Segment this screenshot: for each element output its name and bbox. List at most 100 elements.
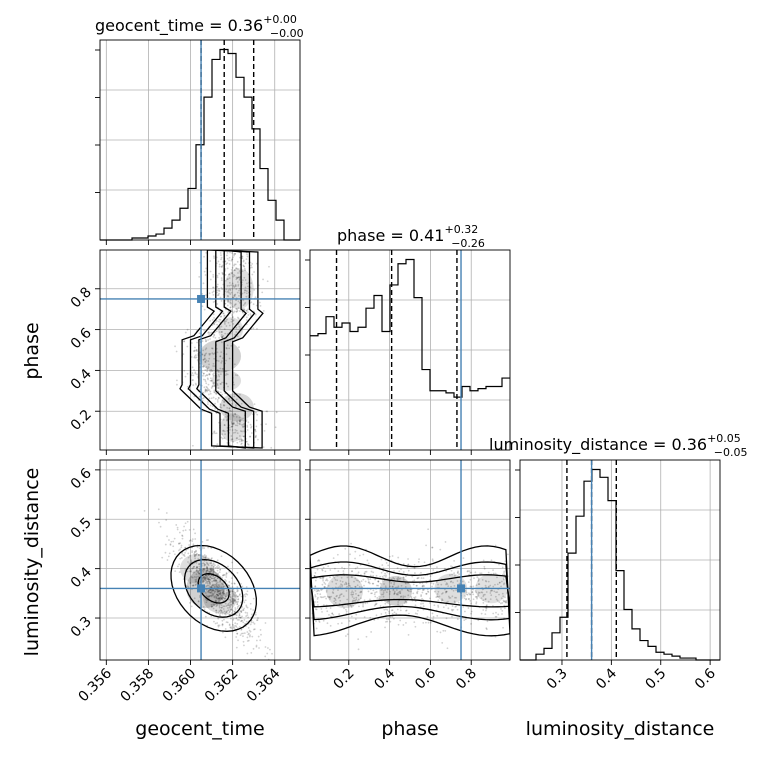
panel-phase-vs-geocent-time-point-487 (219, 367, 222, 370)
panel-luminosity-distance-vs-geocent-time-point-0 (223, 592, 225, 595)
panel-luminosity-distance-vs-phase-point-678 (391, 612, 394, 615)
panel-luminosity-distance-vs-geocent-time-point-672 (210, 569, 213, 572)
panel-luminosity-distance-vs-phase-point-614 (436, 566, 438, 569)
panel-phase-vs-geocent-time-point-394 (222, 419, 225, 421)
panel-luminosity-distance-vs-phase-point-159 (422, 584, 425, 587)
panel-luminosity-distance-vs-phase-point-387 (395, 589, 398, 591)
panel-luminosity-distance-vs-phase-point-591 (477, 593, 480, 595)
panel-luminosity-distance-vs-phase-point-780 (373, 604, 376, 607)
panel-luminosity-distance-vs-geocent-time-point-40 (213, 591, 216, 594)
panel-luminosity-distance-vs-phase-point-278 (373, 619, 376, 621)
panel-phase-vs-geocent-time-point-44 (212, 313, 215, 316)
panel-phase-vs-geocent-time-point-897 (229, 299, 232, 302)
panel-phase-vs-geocent-time-point-299 (214, 397, 217, 400)
panel-phase-vs-geocent-time-point-259 (265, 423, 267, 426)
panel-luminosity-distance-vs-geocent-time-point-343 (238, 614, 241, 617)
panel-luminosity-distance-vs-geocent-time-point-418 (248, 629, 251, 632)
panel-luminosity-distance-vs-phase-point-576 (328, 613, 330, 616)
panel-luminosity-distance-vs-geocent-time-point-701 (230, 612, 233, 614)
panel-phase-vs-geocent-time-point-464 (223, 314, 226, 317)
panel-luminosity-distance-vs-geocent-time-point-692 (251, 613, 253, 616)
panel-luminosity-distance-vs-phase-point-493 (389, 616, 392, 618)
panel-phase-vs-geocent-time-point-291 (246, 424, 249, 427)
panel-luminosity-distance-vs-phase-point-672 (449, 596, 452, 599)
panel-luminosity-distance-vs-geocent-time-point-895 (225, 573, 228, 576)
panel-phase-vs-geocent-time-point-770 (252, 327, 255, 330)
panel-luminosity-distance-vs-phase-point-262 (478, 583, 481, 586)
panel-luminosity-distance-vs-geocent-time-point-625 (209, 568, 212, 571)
panel-phase-vs-geocent-time-point-341 (237, 281, 239, 283)
panel-luminosity-distance-vs-phase-point-165 (440, 583, 443, 586)
panel-phase-vs-geocent-time-point-566 (204, 348, 207, 351)
panel-luminosity-distance-vs-geocent-time-point-318 (202, 577, 205, 579)
panel-luminosity-distance-vs-geocent-time-point-278 (204, 574, 207, 577)
panel-luminosity-distance-vs-geocent-time-point-827 (215, 610, 218, 612)
panel-luminosity-distance-vs-phase-point-358 (451, 605, 454, 607)
panel-luminosity-distance-vs-geocent-time-point-748 (244, 622, 246, 625)
panel-luminosity-distance-vs-phase-point-695 (478, 591, 481, 594)
panel-phase-vs-geocent-time-point-325 (186, 328, 189, 331)
panel-luminosity-distance-vs-geocent-time-point-794 (210, 585, 213, 588)
panel-luminosity-distance-vs-geocent-time-point-584 (207, 539, 209, 541)
panel-luminosity-distance-vs-geocent-time-point-69 (202, 576, 205, 579)
panel-luminosity-distance-vs-phase-point-854 (343, 567, 346, 570)
panel-luminosity-distance-vs-geocent-time-point-733 (212, 589, 215, 592)
panel-phase-vs-geocent-time-point-712 (226, 299, 229, 302)
panel-phase-vs-geocent-time-point-185 (229, 251, 231, 254)
panel-luminosity-distance-vs-geocent-time-point-747 (225, 621, 228, 623)
panel-phase-vs-geocent-time-point-288 (242, 439, 245, 442)
panel-luminosity-distance-vs-phase-point-271 (498, 593, 500, 596)
panel-luminosity-distance-vs-geocent-time-point-677 (215, 605, 218, 608)
panel-luminosity-distance-vs-geocent-time-point-811 (207, 563, 209, 566)
panel-phase-vs-geocent-time-point-296 (236, 432, 239, 435)
panel-luminosity-distance-vs-phase-point-56 (380, 571, 383, 574)
panel-phase-vs-geocent-time-point-696 (217, 370, 220, 373)
panel-luminosity-distance-vs-geocent-time-point-237 (239, 634, 242, 637)
panel-luminosity-distance-vs-phase-point-892 (381, 580, 384, 582)
panel-luminosity-distance-vs-geocent-time-point-442 (201, 578, 204, 580)
panel-luminosity-distance-vs-geocent-time-point-573 (195, 569, 198, 572)
panel-luminosity-distance-vs-geocent-time-point-587 (236, 585, 239, 588)
panel-luminosity-distance-vs-phase-point-858 (346, 576, 349, 579)
panel-luminosity-distance-vs-phase-point-263 (427, 590, 429, 593)
panel-luminosity-distance-vs-phase-point-29 (457, 601, 460, 604)
panel-luminosity-distance-vs-phase-point-734 (471, 591, 474, 593)
panel-phase-vs-geocent-time-point-414 (240, 439, 243, 442)
panel-luminosity-distance-vs-geocent-time-point-122 (230, 626, 232, 629)
panel-luminosity-distance-vs-phase-point-750 (346, 633, 349, 636)
panel-phase-vs-geocent-time-point-755 (226, 429, 229, 432)
panel-luminosity-distance-vs-phase-point-495 (351, 570, 354, 572)
panel-luminosity-distance-vs-geocent-time-point-607 (236, 607, 239, 610)
panel-luminosity-distance-vs-geocent-time-point-493 (213, 620, 215, 623)
panel-phase-vs-geocent-time-point-543 (232, 421, 235, 424)
panel-luminosity-distance-vs-phase-point-357 (422, 577, 425, 579)
panel-phase-vs-geocent-time-point-48 (249, 423, 252, 426)
panel-luminosity-distance-vs-phase-point-631 (337, 589, 339, 592)
panel-phase-vs-geocent-time-point-502 (217, 260, 220, 263)
panel-luminosity-distance-vs-geocent-time-xtick-label-3: 0.362 (202, 666, 242, 706)
panel-luminosity-distance-vs-phase-point-890 (314, 585, 317, 588)
panel-luminosity-distance-vs-geocent-time-point-455 (190, 605, 193, 608)
panel-luminosity-distance-vs-geocent-time-point-675 (214, 576, 217, 579)
panel-phase-vs-geocent-time-point-769 (194, 349, 196, 352)
hist-luminosity-distance-border (519, 459, 721, 661)
panel-luminosity-distance-vs-geocent-time-point-445 (206, 569, 209, 572)
panel-luminosity-distance-vs-phase-point-67 (500, 597, 503, 600)
panel-luminosity-distance-vs-geocent-time-point-637 (233, 599, 236, 602)
panel-phase-vs-geocent-time-point-558 (216, 369, 219, 372)
panel-luminosity-distance-vs-phase-point-757 (332, 613, 335, 616)
panel-luminosity-distance-vs-phase-point-510 (504, 601, 507, 604)
panel-luminosity-distance-vs-geocent-time-point-317 (210, 574, 213, 577)
panel-luminosity-distance-vs-geocent-time-point-523 (240, 611, 243, 613)
panel-phase-vs-geocent-time-point-892 (212, 353, 215, 355)
panel-luminosity-distance-vs-phase-point-445 (325, 607, 328, 610)
panel-phase-vs-geocent-time-point-465 (221, 357, 224, 360)
panel-luminosity-distance-vs-geocent-time-point-321 (207, 577, 210, 580)
panel-luminosity-distance-vs-phase-point-573 (486, 620, 489, 623)
panel-phase-vs-geocent-time-point-649 (223, 315, 226, 317)
panel-luminosity-distance-vs-geocent-time-point-84 (253, 622, 256, 625)
panel-luminosity-distance-vs-geocent-time-point-229 (212, 583, 214, 586)
panel-phase-vs-geocent-time-point-123 (213, 391, 216, 394)
panel-luminosity-distance-vs-geocent-time-point-734 (211, 605, 214, 608)
panel-luminosity-distance-vs-phase-point-4 (473, 577, 475, 580)
